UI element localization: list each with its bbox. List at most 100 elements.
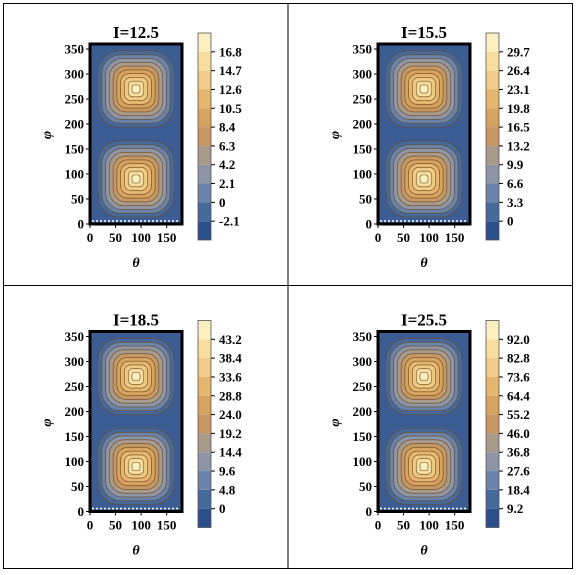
plot-frame xyxy=(376,42,472,226)
colorbar-tick-label: 16.5 xyxy=(507,120,530,135)
colorbar-segment xyxy=(198,508,211,528)
colorbar-segment xyxy=(198,221,211,240)
colorbar: -2.1 0 2.1 4.2 6.3 8.4 10.5 12.6 14.7 16.8 xyxy=(197,32,242,241)
y-tick-label: 0 xyxy=(78,217,85,232)
y-tick-label: 150 xyxy=(65,142,85,157)
y-tick-label: 50 xyxy=(359,192,372,207)
x-axis-label: θ xyxy=(420,256,428,271)
colorbar-tick-label: 9.2 xyxy=(507,501,523,516)
contour-level xyxy=(419,372,429,381)
colorbar-tick-label: 8.4 xyxy=(219,120,236,135)
y-tick-label: 200 xyxy=(353,117,373,132)
y-tick-label: 50 xyxy=(359,479,372,494)
contour-panel: I=15.5 0 50 100 150 200 250 300 350 0 50 100 150 θ φ 0 3… xyxy=(328,23,530,271)
colorbar-segment xyxy=(486,145,499,165)
colorbar-segment xyxy=(486,376,499,396)
x-tick-label: 100 xyxy=(131,518,151,533)
plot-frame xyxy=(88,42,184,226)
y-tick-label: 150 xyxy=(353,429,373,444)
y-tick-label: 100 xyxy=(353,167,373,182)
colorbar-segment xyxy=(486,51,499,71)
contour-panel: I=25.5 0 50 100 150 200 250 300 350 0 50 100 150 θ φ 9.… xyxy=(328,311,530,559)
colorbar-tick-label: 14.7 xyxy=(219,63,242,78)
colorbar-tick-label: 0 xyxy=(219,195,226,210)
colorbar-tick-label: 14.4 xyxy=(219,445,242,460)
y-tick-label: 250 xyxy=(353,92,373,107)
contour-peak xyxy=(385,140,463,218)
x-tick-label: 0 xyxy=(375,230,382,245)
contour-peak xyxy=(97,50,175,128)
colorbar-segment xyxy=(198,433,211,453)
x-tick-label: 150 xyxy=(157,518,177,533)
panel-title: I=18.5 xyxy=(113,311,159,330)
contour-level xyxy=(131,372,141,381)
colorbar-segment xyxy=(486,89,499,109)
y-tick-label: 250 xyxy=(65,92,85,107)
colorbar-segment xyxy=(198,202,211,222)
colorbar-tick-label: 2.1 xyxy=(219,176,235,191)
y-tick-label: 250 xyxy=(65,379,85,394)
x-tick-label: 0 xyxy=(87,518,94,533)
x-tick-label: 0 xyxy=(375,518,382,533)
colorbar: 9.2 18.4 27.6 36.8 46.0 55.2 64.4 73.6 82.8 92.0 xyxy=(485,320,530,528)
colorbar-segment xyxy=(198,127,211,146)
colorbar-tick-label: 0 xyxy=(507,214,514,229)
colorbar-segment xyxy=(486,320,499,340)
colorbar-tick-label: 10.5 xyxy=(219,101,242,116)
x-axis-label: θ xyxy=(132,544,140,559)
plot-frame xyxy=(376,330,472,513)
colorbar-segment xyxy=(198,452,211,472)
colorbar-segment xyxy=(486,489,499,509)
colorbar-segment xyxy=(198,489,211,509)
colorbar-segment xyxy=(486,33,499,52)
colorbar-segment xyxy=(198,414,211,434)
contour-peak xyxy=(385,338,463,415)
contour-level xyxy=(419,462,429,471)
colorbar-segment xyxy=(198,108,211,128)
colorbar-segment xyxy=(486,433,499,453)
colorbar-tick-label: 64.4 xyxy=(507,388,530,403)
colorbar-segment xyxy=(486,108,499,128)
y-tick-label: 300 xyxy=(353,354,373,369)
contour-panel: I=18.5 0 50 100 150 200 250 300 350 0 50 100 150 θ φ 0 4… xyxy=(40,311,242,559)
contour-level xyxy=(419,174,429,184)
colorbar-tick-label: 38.4 xyxy=(219,351,242,366)
x-tick-label: 100 xyxy=(419,518,439,533)
colorbar-tick-label: 9.9 xyxy=(507,157,524,172)
y-axis-label: φ xyxy=(40,131,55,139)
colorbar-segment xyxy=(486,221,499,240)
x-tick-label: 100 xyxy=(419,230,439,245)
y-tick-label: 350 xyxy=(65,42,85,57)
y-tick-label: 350 xyxy=(65,329,85,344)
colorbar-tick-label: 24.0 xyxy=(219,407,242,422)
contour-peak xyxy=(385,428,463,505)
colorbar-frame xyxy=(485,320,500,528)
colorbar-segment xyxy=(486,395,499,415)
colorbar-segment xyxy=(198,33,211,52)
y-tick-label: 150 xyxy=(65,429,85,444)
colorbar-segment xyxy=(198,51,211,71)
colorbar-tick-label: 18.4 xyxy=(507,482,530,497)
colorbar-segment xyxy=(486,202,499,222)
panel-title: I=12.5 xyxy=(113,23,159,42)
colorbar-segment xyxy=(486,471,499,490)
panel-title: I=15.5 xyxy=(401,23,447,42)
colorbar-segment xyxy=(198,358,211,377)
y-tick-label: 50 xyxy=(71,479,84,494)
y-axis-label: φ xyxy=(328,418,343,426)
x-tick-label: 50 xyxy=(397,518,410,533)
colorbar-segment xyxy=(198,183,211,203)
plot-frame xyxy=(88,330,184,513)
colorbar-segment xyxy=(198,395,211,415)
colorbar-tick-label: -2.1 xyxy=(219,214,240,229)
contour-peak xyxy=(97,140,175,218)
colorbar-segment xyxy=(486,183,499,203)
colorbar-segment xyxy=(198,89,211,109)
y-tick-label: 250 xyxy=(353,379,373,394)
x-tick-label: 100 xyxy=(131,230,151,245)
x-tick-label: 150 xyxy=(445,518,465,533)
y-tick-label: 100 xyxy=(353,454,373,469)
colorbar-tick-label: 55.2 xyxy=(507,407,530,422)
colorbar-tick-label: 16.8 xyxy=(219,44,242,59)
colorbar-tick-label: 0 xyxy=(219,501,226,516)
